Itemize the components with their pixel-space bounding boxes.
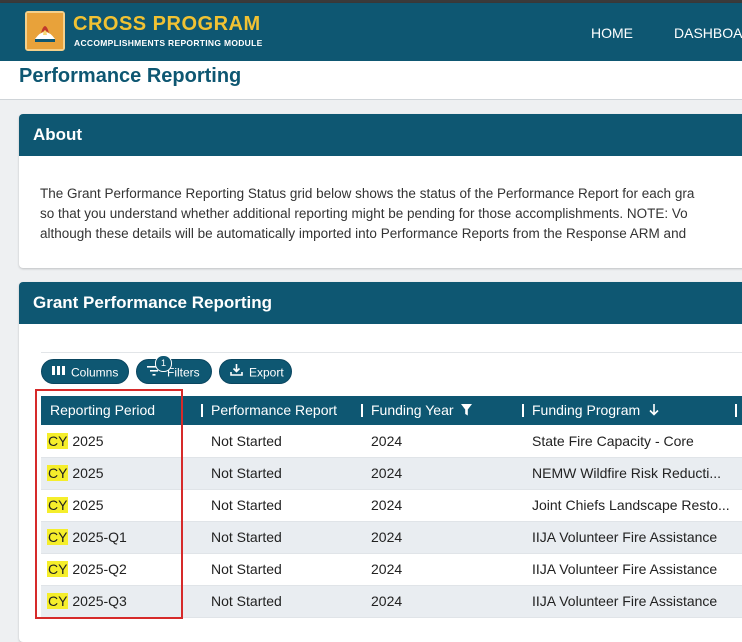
cell-performance-report: Not Started <box>211 593 282 609</box>
period-text: 2025 <box>68 497 104 513</box>
about-text-line: The Grant Performance Reporting Status g… <box>40 186 695 201</box>
column-header-funding-year[interactable]: Funding Year <box>371 402 473 419</box>
cell-funding-program: NEMW Wildfire Risk Reducti... <box>532 465 722 481</box>
grid-header-row: Reporting Period Performance Report Fund… <box>41 396 742 425</box>
page-header: Performance Reporting <box>0 61 742 100</box>
column-resize-handle[interactable] <box>361 404 363 417</box>
cell-performance-report: Not Started <box>211 497 282 513</box>
cell-performance-report: Not Started <box>211 529 282 545</box>
period-text: 2025 <box>68 433 104 449</box>
export-button[interactable]: Export <box>219 359 292 384</box>
cell-reporting-period: CY 2025-Q1 <box>47 529 127 545</box>
column-resize-handle[interactable] <box>201 404 203 417</box>
about-card-title: About <box>19 114 742 156</box>
cell-funding-program: IIJA Volunteer Fire Assistance <box>532 529 718 545</box>
column-resize-handle[interactable] <box>735 404 737 417</box>
cell-performance-report: Not Started <box>211 561 282 577</box>
table-row[interactable]: CY 2025 Not Started 2024 NEMW Wildfire R… <box>41 458 742 490</box>
highlighted-text: CY <box>47 593 69 609</box>
cell-funding-program: State Fire Capacity - Core <box>532 433 694 449</box>
cell-reporting-period: CY 2025 <box>47 433 104 449</box>
window-top-strip <box>0 0 742 3</box>
columns-label: Columns <box>71 365 119 380</box>
grant-card-title: Grant Performance Reporting <box>19 282 742 324</box>
cell-reporting-period: CY 2025 <box>47 497 104 513</box>
sort-down-arrow-icon[interactable] <box>649 403 659 419</box>
period-text: 2025 <box>68 465 104 481</box>
cell-funding-year: 2024 <box>371 529 403 545</box>
cell-funding-program: IIJA Volunteer Fire Assistance <box>532 561 718 577</box>
download-icon <box>230 360 243 385</box>
highlighted-text: CY <box>47 561 69 577</box>
cell-performance-report: Not Started <box>211 433 282 449</box>
app-title: CROSS PROGRAM <box>73 13 261 35</box>
column-header-label: Funding Program <box>532 402 641 418</box>
cell-funding-program: IIJA Volunteer Fire Assistance <box>532 593 718 609</box>
highlighted-text: CY <box>47 465 69 481</box>
highlighted-text: CY <box>47 529 69 545</box>
program-logo-icon[interactable] <box>25 11 65 51</box>
about-card: About The Grant Performance Reporting St… <box>19 114 742 268</box>
cell-reporting-period: CY 2025 <box>47 465 104 481</box>
app-subtitle: ACCOMPLISHMENTS REPORTING MODULE <box>74 38 263 48</box>
cell-funding-year: 2024 <box>371 497 403 513</box>
filters-button[interactable]: 1 Filters <box>136 355 212 385</box>
table-row[interactable]: CY 2025 Not Started 2024 Joint Chiefs La… <box>41 490 742 522</box>
grid-toolbar: Columns 1 Filters Export <box>41 352 742 389</box>
cell-reporting-period: CY 2025-Q3 <box>47 593 127 609</box>
period-text: 2025-Q2 <box>68 561 127 577</box>
period-text: 2025-Q3 <box>68 593 127 609</box>
filters-label: Filters <box>167 365 200 380</box>
cell-reporting-period: CY 2025-Q2 <box>47 561 127 577</box>
cell-funding-year: 2024 <box>371 433 403 449</box>
column-header-label: Funding Year <box>371 402 454 418</box>
about-text-line: although these details will be automatic… <box>40 226 687 241</box>
column-header-reporting-period[interactable]: Reporting Period <box>50 402 156 418</box>
grant-performance-card: Grant Performance Reporting Columns 1 Fi… <box>19 282 742 642</box>
about-text-line: so that you understand whether additiona… <box>40 206 688 221</box>
table-row[interactable]: CY 2025-Q1 Not Started 2024 IIJA Volunte… <box>41 522 742 554</box>
filter-lines-icon <box>147 360 161 385</box>
filters-count-badge: 1 <box>155 355 172 372</box>
highlighted-text: CY <box>47 433 69 449</box>
column-header-performance-report[interactable]: Performance Report <box>211 402 338 418</box>
highlighted-text: CY <box>47 497 69 513</box>
columns-button[interactable]: Columns <box>41 359 129 384</box>
table-row[interactable]: CY 2025-Q2 Not Started 2024 IIJA Volunte… <box>41 554 742 586</box>
column-resize-handle[interactable] <box>522 404 524 417</box>
table-row[interactable]: CY 2025-Q3 Not Started 2024 IIJA Volunte… <box>41 586 742 618</box>
cell-performance-report: Not Started <box>211 465 282 481</box>
export-label: Export <box>249 365 284 380</box>
nav-dashboard[interactable]: DASHBOA <box>674 25 742 41</box>
table-row[interactable]: CY 2025 Not Started 2024 State Fire Capa… <box>41 426 742 458</box>
page-title: Performance Reporting <box>19 65 242 87</box>
cell-funding-program: Joint Chiefs Landscape Resto... <box>532 497 730 513</box>
nav-home[interactable]: HOME <box>591 25 633 41</box>
column-header-funding-program[interactable]: Funding Program <box>532 402 659 419</box>
period-text: 2025-Q1 <box>68 529 127 545</box>
cell-funding-year: 2024 <box>371 593 403 609</box>
cell-funding-year: 2024 <box>371 561 403 577</box>
app-header: CROSS PROGRAM ACCOMPLISHMENTS REPORTING … <box>0 3 742 61</box>
filter-icon[interactable] <box>461 403 473 419</box>
columns-icon <box>52 360 65 385</box>
about-text: The Grant Performance Reporting Status g… <box>40 184 694 244</box>
cell-funding-year: 2024 <box>371 465 403 481</box>
